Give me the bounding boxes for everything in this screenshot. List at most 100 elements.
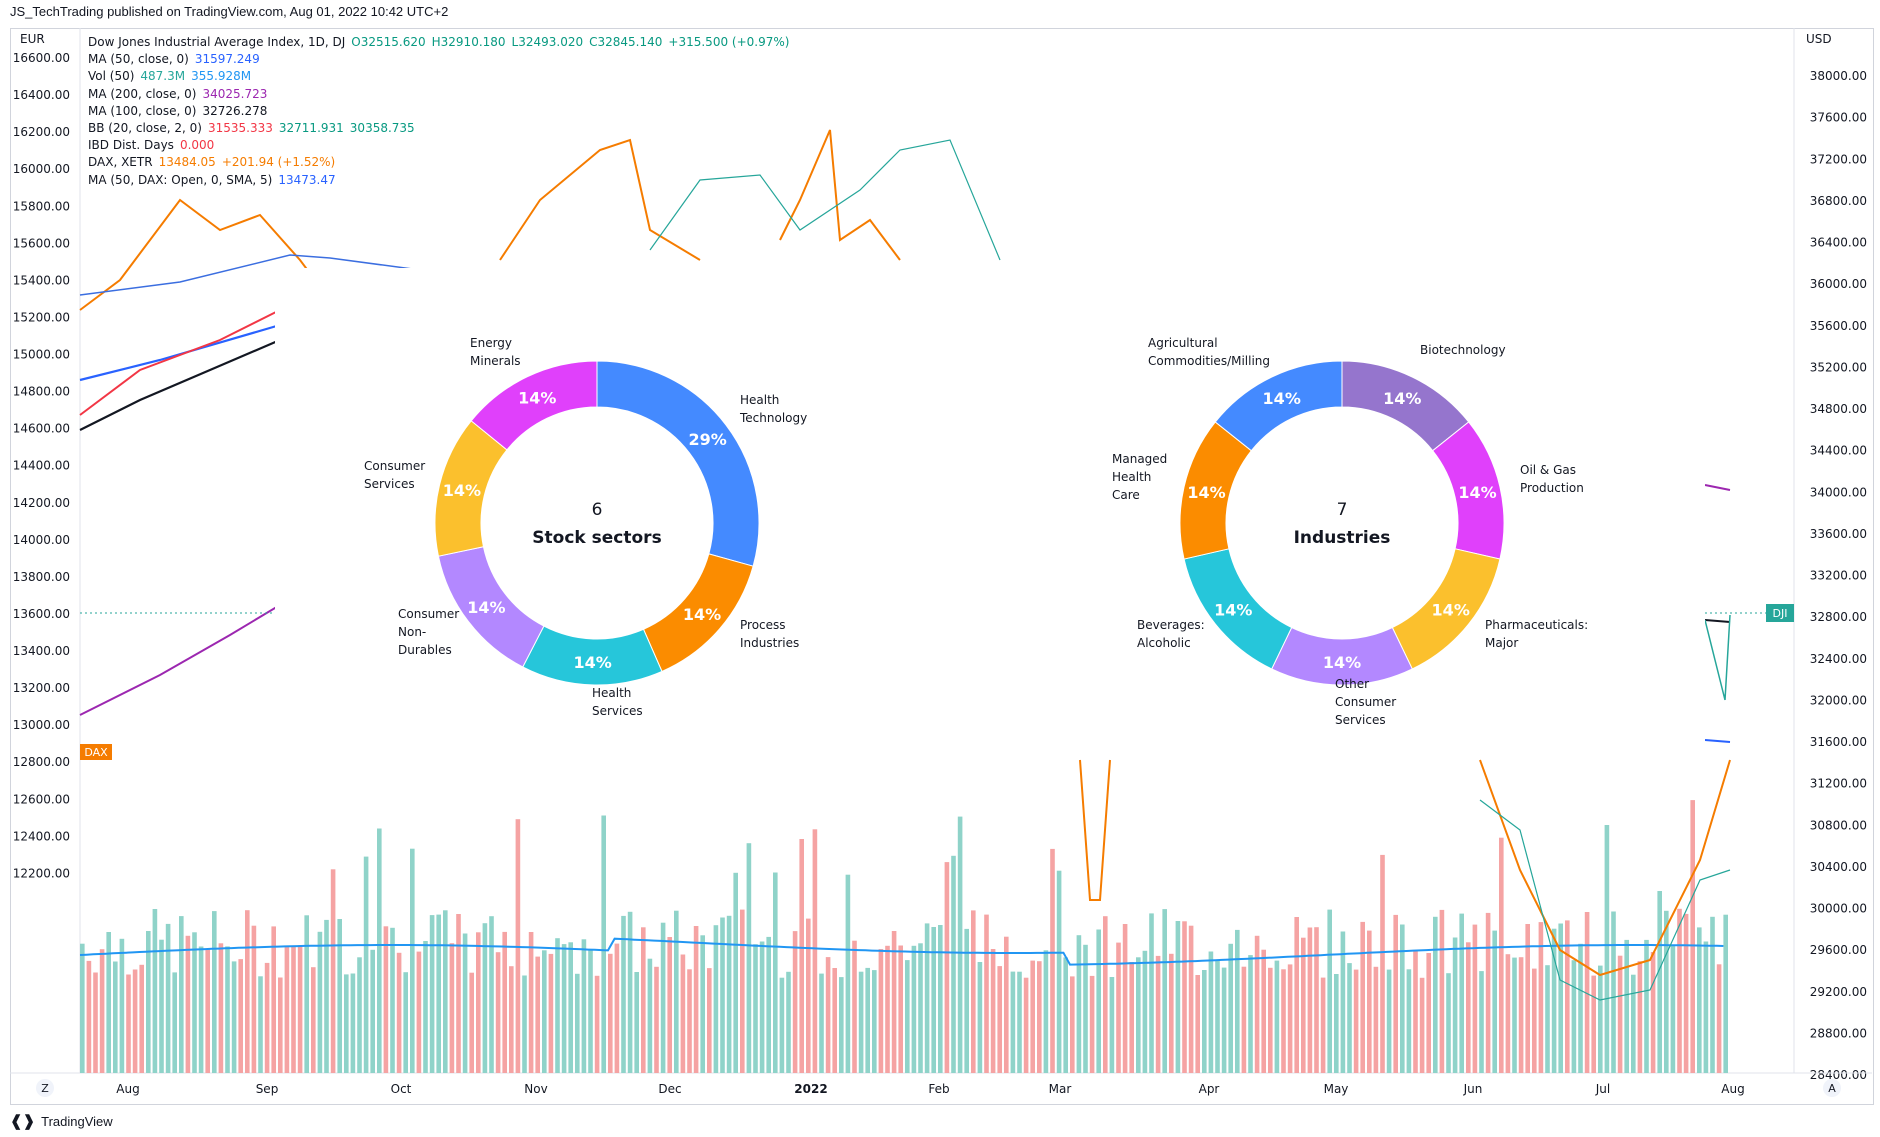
volume-bar [1433,916,1438,1073]
volume-bar [132,969,138,1073]
volume-bar [680,954,686,1073]
slice-label-line: Process [740,618,786,632]
volume-bar [1261,949,1266,1073]
donut-center-label: Industries [1294,528,1391,548]
volume-bar [225,946,230,1073]
volume-bar [1650,952,1656,1073]
volume-bar [872,970,877,1073]
volume-bar [641,927,646,1073]
left-tick-label: 14400.00 [13,459,70,473]
volume-bar [1518,957,1524,1073]
volume-bar [1657,891,1662,1073]
volume-bar [1109,977,1115,1073]
slice-percent-label: 14% [1214,601,1252,620]
left-tick-label: 13400.00 [13,644,70,658]
volume-bar [588,949,593,1073]
volume-bar [601,815,606,1073]
volume-bar [594,975,600,1073]
slice-label-line: Health [740,393,779,407]
volume-bar [423,941,428,1073]
volume-bar [93,972,98,1073]
slice-label-line: Durables [398,643,452,657]
left-tick-label: 14200.00 [13,496,70,510]
ma200-line [79,604,281,716]
volume-bar [1452,937,1458,1073]
volume-bar [1004,936,1009,1073]
volume-bar [944,862,950,1073]
volume-bar [528,932,534,1073]
volume-bar [740,909,745,1073]
donut-chart: 29% Health Technology 14% Process Industries 1… [364,336,807,718]
auto-scale-button[interactable]: A [1823,1079,1841,1097]
right-tick-label: 30000.00 [1810,902,1867,916]
volume-bar [548,953,554,1073]
time-tick-label: Sep [256,1082,279,1096]
volume-bar [456,914,461,1073]
volume-bar [1426,953,1431,1073]
volume-bar [495,952,501,1073]
donut-slice[interactable] [1214,360,1343,452]
time-tick-label: 2022 [794,1082,827,1096]
volume-histogram [79,800,1728,1073]
volume-bar [449,943,455,1073]
ma100-line [1704,619,1731,623]
legend-row[interactable]: MA (200, close, 0) 34025.723 [88,86,789,103]
slice-label-line: Technology [739,411,807,425]
volume-bar [825,957,831,1073]
volume-bar [1591,975,1596,1073]
volume-bar [1505,954,1511,1073]
volume-bar [1664,910,1669,1073]
bb-basis-line [79,309,281,416]
ma100-line [79,338,281,431]
volume-bar [1294,917,1299,1073]
legend-value: 13484.05 [158,155,216,170]
volume-bar [436,914,441,1073]
right-tick-label: 31200.00 [1810,777,1867,791]
volume-bar [1254,935,1260,1073]
slice-label-line: Minerals [470,354,521,368]
legend-row[interactable]: MA (50, DAX: Open, 0, SMA, 5) 13473.47 [88,172,789,189]
volume-bar [1716,964,1722,1073]
left-tick-label: 13800.00 [13,570,70,584]
volume-bar [1268,967,1273,1073]
volume-bar [1512,957,1517,1073]
volume-bar [1492,930,1497,1073]
left-tick-label: 15400.00 [13,273,70,287]
volume-bar [713,925,719,1073]
volume-bar [885,945,890,1073]
legend-value: 30358.735 [349,121,415,136]
tradingview-logo-icon: ❰❱ [10,1113,36,1130]
slice-percent-label: 14% [443,481,481,500]
legend-value: 31597.249 [194,52,260,67]
legend-row[interactable]: IBD Dist. Days 0.000 [88,137,789,154]
volume-bar [357,957,362,1073]
slice-percent-label: 14% [1263,389,1301,408]
legend-row[interactable]: Dow Jones Industrial Average Index, 1D, … [88,34,789,51]
legend-row[interactable]: MA (100, close, 0) 32726.278 [88,103,789,120]
volume-bar [476,932,481,1073]
volume-ma-line [79,937,1724,966]
legend-row[interactable]: Vol (50) 487.3M 355.928M [88,68,789,85]
volume-bar [1116,942,1121,1073]
legend-label: DAX, XETR [88,155,153,170]
volume-bar [1314,927,1319,1073]
volume-bar [1485,912,1491,1073]
legend-row[interactable]: BB (20, close, 2, 0) 31535.333 32711.931 30… [88,120,789,137]
volume-bar [278,977,283,1073]
volume-bar [1644,939,1649,1073]
right-tick-label: 37200.00 [1810,152,1867,166]
right-price-axis: 38000.00 37600.00 37200.00 36800.00 36400.00… [1806,32,1867,1082]
legend-row[interactable]: DAX, XETR 13484.05 +201.94 (+1.52%) [88,154,789,171]
donut-slice[interactable] [470,360,598,451]
volume-bar [1340,931,1346,1073]
z-button[interactable]: Z [36,1079,54,1097]
legend-value: 13473.47 [278,172,336,187]
legend-row[interactable]: MA (50, close, 0) 31597.249 [88,51,789,68]
slice-label-line: Beverages: [1137,618,1205,632]
volume-bar [522,975,527,1073]
volume-bar [806,918,811,1073]
slice-percent-label: 14% [1458,483,1496,502]
donut-slice[interactable] [596,360,760,567]
left-tick-label: 13000.00 [13,718,70,732]
